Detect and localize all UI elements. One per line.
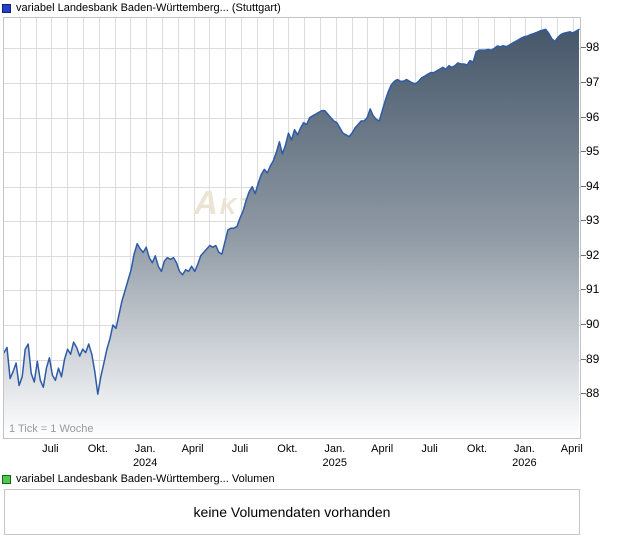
x-axis-label: Juli <box>421 443 438 455</box>
volume-series-swatch-icon <box>2 474 11 484</box>
x-axis-label: April <box>560 443 583 455</box>
x-axis-label: Jan. 2026 <box>512 443 537 469</box>
volume-panel: keine Volumendaten vorhanden <box>4 489 580 535</box>
y-axis-tick <box>581 117 586 118</box>
y-axis-label: 93 <box>586 213 600 227</box>
price-chart-plot: Aktiencheck 1 Tick = 1 Woche <box>3 17 581 439</box>
y-axis-label: 91 <box>586 282 600 296</box>
y-axis-label: 96 <box>586 110 600 124</box>
x-axis-label: Juli <box>231 443 249 455</box>
x-axis-label: April <box>181 443 204 455</box>
price-series-swatch-icon <box>2 3 11 13</box>
y-axis-label: 92 <box>586 248 600 262</box>
y-axis-label: 88 <box>586 386 600 400</box>
y-axis-tick <box>581 324 586 325</box>
y-axis-tick <box>581 359 586 360</box>
price-series-legend: variabel Landesbank Baden-Württemberg...… <box>2 2 281 14</box>
no-volume-message: keine Volumendaten vorhanden <box>193 504 391 520</box>
y-axis-tick <box>581 47 586 48</box>
y-axis-label: 98 <box>586 40 600 54</box>
y-axis-label: 89 <box>586 352 600 366</box>
y-axis-tick <box>581 255 586 256</box>
x-axis-label: April <box>371 443 394 455</box>
y-axis-tick <box>581 151 586 152</box>
x-axis-label: Jan. 2024 <box>132 443 158 469</box>
x-axis-label: Juli <box>42 443 59 455</box>
volume-series-label: variabel Landesbank Baden-Württemberg...… <box>16 473 275 485</box>
y-axis-tick <box>581 220 586 221</box>
x-axis-label: Okt. <box>87 443 108 455</box>
x-axis-label: Jan. 2025 <box>322 443 348 469</box>
y-axis-tick <box>581 289 586 290</box>
price-area-chart: Aktiencheck <box>4 18 580 438</box>
price-series-label: variabel Landesbank Baden-Württemberg...… <box>16 2 281 14</box>
y-axis-label: 97 <box>586 75 600 89</box>
x-axis-label: Okt. <box>277 443 298 455</box>
y-axis-label: 95 <box>586 144 600 158</box>
tick-interval-note: 1 Tick = 1 Woche <box>9 423 94 435</box>
volume-series-legend: variabel Landesbank Baden-Württemberg...… <box>2 473 275 485</box>
y-axis-label: 90 <box>586 317 600 331</box>
y-axis-tick <box>581 393 586 394</box>
y-axis-tick <box>581 186 586 187</box>
y-axis-label: 94 <box>586 179 600 193</box>
y-axis-tick <box>581 82 586 83</box>
x-axis-label: Okt. <box>466 443 488 455</box>
